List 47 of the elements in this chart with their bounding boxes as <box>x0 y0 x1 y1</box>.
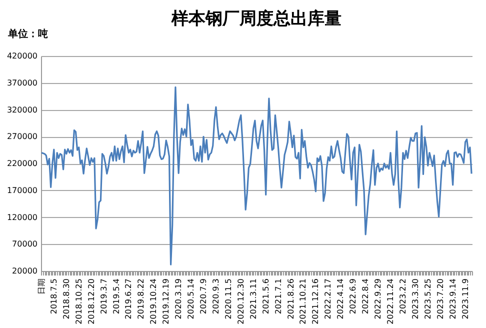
x-tick-label: 2020.3.19 <box>174 278 184 320</box>
x-tick-label: 2023.9.14 <box>448 278 458 320</box>
chart-title: 样本钢厂周度总出库量 <box>170 9 342 29</box>
x-tick-label: 2022.8.4 <box>361 278 370 314</box>
x-tick-label: 2023.5.25 <box>423 278 432 320</box>
x-tick-label: 2023.3.30 <box>410 278 420 320</box>
y-tick-label: 20000 <box>12 266 38 276</box>
y-tick-label: 370000 <box>6 78 38 88</box>
x-tick-label: 2019.8.22 <box>136 278 146 320</box>
x-tick-label: 2022.6.9 <box>348 278 358 314</box>
x-tick-label: 2019.12.19 <box>162 278 171 324</box>
x-tick-label: 2020.7.9 <box>199 278 208 314</box>
x-tick-label: 2019.5.4 <box>112 278 121 314</box>
x-tick-label: 2023.2.2 <box>398 278 408 314</box>
x-tick-label: 2019.6.27 <box>124 278 134 320</box>
x-tick-label: 2020.9.3 <box>211 278 220 314</box>
x-tick-label: 2020.12.30 <box>236 278 246 324</box>
x-tick-label: 2019.10.24 <box>149 278 158 324</box>
x-tick-label: 日期 <box>36 278 46 294</box>
x-tick-label: 2021.5.6 <box>261 278 270 314</box>
x-tick-label: 2018.12.20 <box>86 278 96 324</box>
x-tick-label: 2021.12.16 <box>311 278 320 324</box>
x-tick-label: 2021.8.26 <box>286 278 296 320</box>
text: 单位：吨 <box>8 28 48 41</box>
y-tick-label: 120000 <box>6 212 38 222</box>
x-tick-label: 2022.9.29 <box>374 278 383 320</box>
x-tick-label: 2023.11.9 <box>460 278 470 320</box>
y-tick-label: 270000 <box>6 132 38 142</box>
y-tick-label: 220000 <box>6 159 38 168</box>
x-tick-label: 2018.10.25 <box>74 278 84 324</box>
x-tick-label: 2018.7.5 <box>49 278 58 314</box>
x-tick-label: 2022.2.17 <box>324 278 333 320</box>
x-tick-label: 2018.8.30 <box>62 278 71 320</box>
x-tick-label: 2021.7.1 <box>274 278 283 314</box>
y-tick-label: 70000 <box>12 240 38 249</box>
y-tick-label: 320000 <box>6 105 38 114</box>
x-tick-label: 2019.3.7 <box>99 278 108 314</box>
x-tick-label: 2020.5.14 <box>186 278 196 320</box>
x-tick-label: 2022.11.24 <box>386 278 396 324</box>
line-series <box>40 86 472 266</box>
x-tick-label: 2022.4.14 <box>336 278 346 320</box>
x-tick-label: 2020.11.5 <box>224 278 233 320</box>
x-tick-label: 2021.10.21 <box>298 278 308 324</box>
y-tick-label: 170000 <box>6 186 38 195</box>
y-tick-label: 420000 <box>6 52 38 60</box>
x-tick-label: 2021.3.11 <box>248 278 258 320</box>
x-tick-label: 2023.7.20 <box>436 278 445 320</box>
